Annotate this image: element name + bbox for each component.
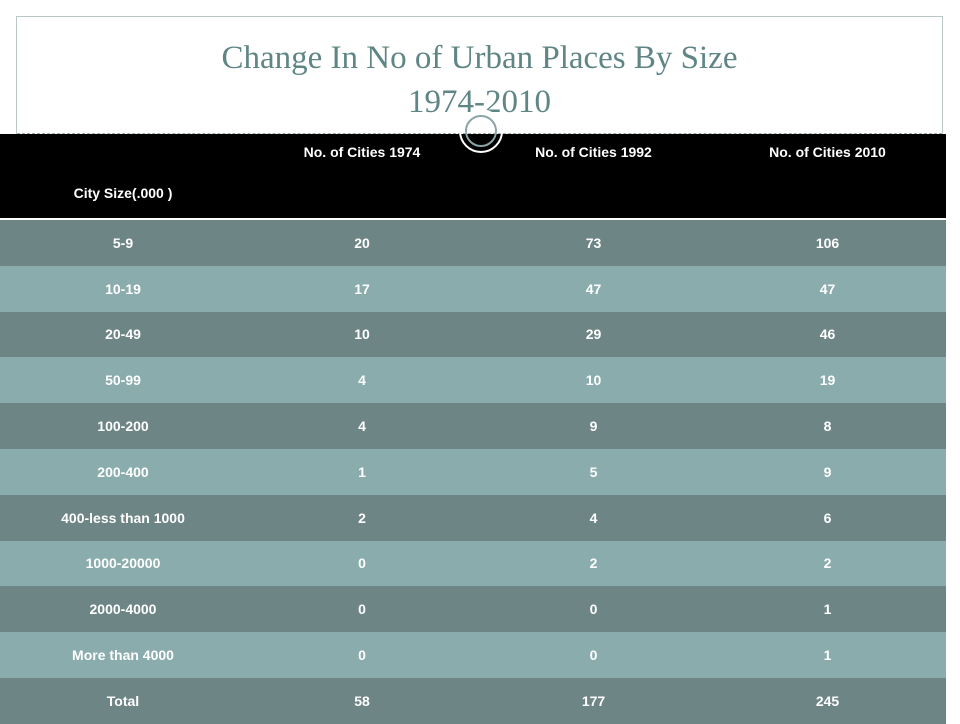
cell-2010: 2 [709, 540, 946, 587]
cell-total-1992: 177 [478, 677, 709, 724]
table-header-row: City Size(.000 ) No. of Cities 1974 No. … [0, 134, 946, 219]
header-city-size: City Size(.000 ) [0, 134, 246, 219]
cell-total-1974: 58 [246, 677, 478, 724]
cell-1992: 5 [478, 448, 709, 495]
cell-1974: 1 [246, 448, 478, 495]
cell-2010: 106 [709, 218, 946, 266]
cell-1974: 4 [246, 357, 478, 404]
cell-1992: 29 [478, 311, 709, 358]
cell-city-size: 200-400 [0, 448, 246, 495]
cell-1974: 2 [246, 494, 478, 541]
cell-total-2010: 245 [709, 677, 946, 724]
cell-2010: 19 [709, 357, 946, 404]
cell-city-size: 10-19 [0, 265, 246, 312]
cell-2010: 8 [709, 403, 946, 449]
cell-1992: 10 [478, 357, 709, 404]
slide-title-line1: Change In No of Urban Places By Size [221, 40, 738, 76]
table-row: 400-less than 1000 2 4 6 [0, 494, 946, 541]
cell-1992: 2 [478, 540, 709, 587]
table-row: 2000-4000 0 0 1 [0, 586, 946, 633]
cell-1992: 9 [478, 403, 709, 449]
cell-1974: 0 [246, 540, 478, 587]
cell-1974: 10 [246, 311, 478, 358]
cell-1992: 4 [478, 494, 709, 541]
cell-1974: 0 [246, 586, 478, 633]
slide-title: Change In No of Urban Places By Size 197… [16, 36, 943, 124]
cell-city-size: 50-99 [0, 357, 246, 404]
cell-2010: 6 [709, 494, 946, 541]
table-row: 5-9 20 73 106 [0, 218, 946, 266]
table-row: More than 4000 0 0 1 [0, 632, 946, 678]
urban-places-table: City Size(.000 ) No. of Cities 1974 No. … [0, 134, 946, 724]
cell-1992: 0 [478, 586, 709, 633]
cell-1974: 0 [246, 632, 478, 678]
right-margin [946, 134, 960, 704]
circle-ornament-icon [459, 109, 503, 153]
cell-city-size: 2000-4000 [0, 586, 246, 633]
cell-1992: 0 [478, 632, 709, 678]
table-row: 10-19 17 47 47 [0, 265, 946, 312]
table-row: 50-99 4 10 19 [0, 357, 946, 404]
table-row: 1000-20000 0 2 2 [0, 540, 946, 587]
cell-2010: 47 [709, 265, 946, 312]
cell-1974: 20 [246, 218, 478, 266]
cell-city-size: 20-49 [0, 311, 246, 358]
header-cities-1992: No. of Cities 1992 [478, 134, 709, 219]
table-row: 100-200 4 9 8 [0, 403, 946, 449]
cell-2010: 46 [709, 311, 946, 358]
cell-1974: 17 [246, 265, 478, 312]
header-cities-2010: No. of Cities 2010 [709, 134, 946, 219]
cell-1992: 73 [478, 218, 709, 266]
cell-total-label: Total [0, 677, 246, 724]
cell-1974: 4 [246, 403, 478, 449]
cell-city-size: 400-less than 1000 [0, 494, 246, 541]
cell-2010: 9 [709, 448, 946, 495]
cell-1992: 47 [478, 265, 709, 312]
cell-city-size: 5-9 [0, 218, 246, 266]
table-row: 20-49 10 29 46 [0, 311, 946, 358]
table-total-row: Total 58 177 245 [0, 677, 946, 724]
cell-city-size: 100-200 [0, 403, 246, 449]
table-row: 200-400 1 5 9 [0, 448, 946, 495]
cell-2010: 1 [709, 632, 946, 678]
cell-city-size: More than 4000 [0, 632, 246, 678]
cell-2010: 1 [709, 586, 946, 633]
header-cities-1974: No. of Cities 1974 [246, 134, 478, 219]
cell-city-size: 1000-20000 [0, 540, 246, 587]
